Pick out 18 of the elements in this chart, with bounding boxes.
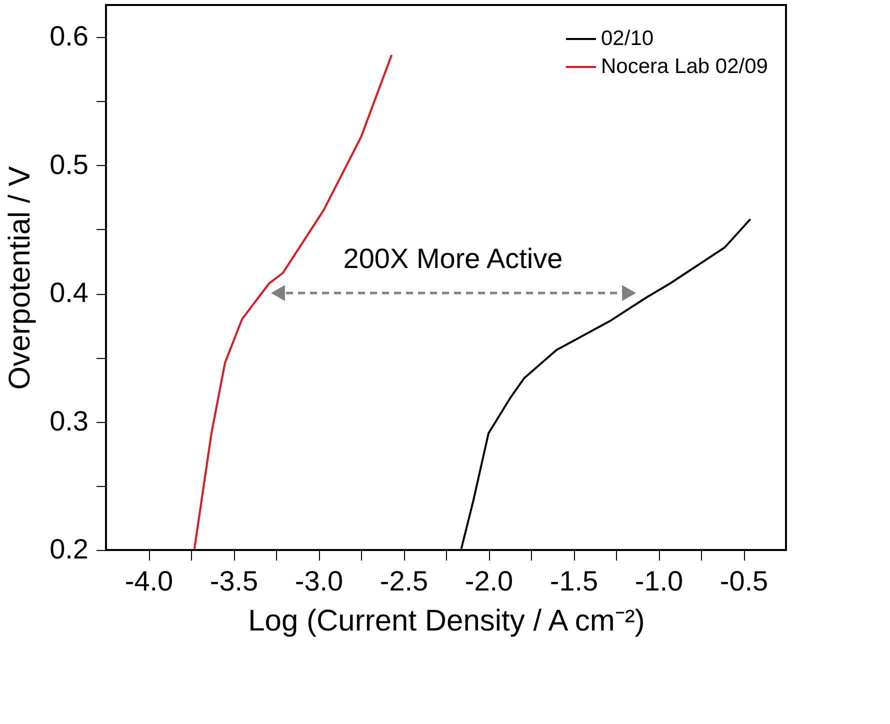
y-tick-label: 0.2 (50, 534, 88, 564)
x-tick-label: -3.0 (294, 566, 344, 596)
x-tick-label: -2.5 (380, 566, 428, 596)
y-tick-label: 0.4 (50, 277, 88, 308)
legend-label: Nocera Lab 02/09 (601, 55, 768, 78)
legend-label: 02/10 (601, 27, 654, 50)
annotation: 200X More Active (343, 243, 563, 274)
x-tick-label: -2.0 (464, 566, 514, 596)
x-tick-label: -1.0 (634, 566, 684, 596)
y-tick-label: 0.3 (50, 405, 88, 436)
x-tick-label: -4.0 (124, 566, 174, 596)
y-tick-label: 0.5 (50, 148, 88, 180)
x-tick-label: -0.5 (720, 566, 768, 596)
x-tick-label: -1.5 (550, 566, 598, 596)
x-axis-title: Log (Current Density / A cm⁻²) (248, 604, 645, 638)
x-tick-label: -3.5 (210, 566, 258, 596)
y-axis-title: Overpotential / V (4, 166, 37, 390)
y-tick-label: 0.6 (50, 20, 88, 52)
